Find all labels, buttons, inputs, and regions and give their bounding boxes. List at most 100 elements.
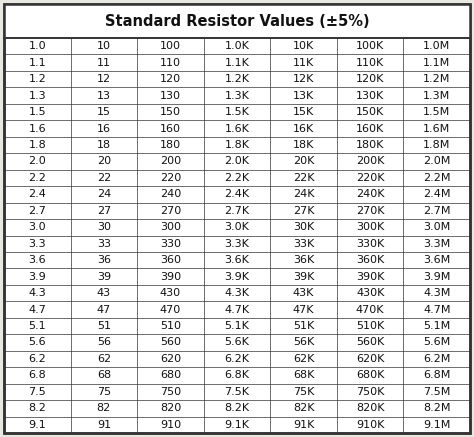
Text: 13: 13 xyxy=(97,90,111,101)
Text: 4.7M: 4.7M xyxy=(423,305,450,315)
Text: 10K: 10K xyxy=(293,41,314,51)
Text: 27K: 27K xyxy=(293,206,314,216)
Text: 62K: 62K xyxy=(293,354,314,364)
Text: 24: 24 xyxy=(97,189,111,199)
Text: 1.6M: 1.6M xyxy=(423,124,450,134)
Text: 5.6K: 5.6K xyxy=(225,337,249,347)
Text: 270K: 270K xyxy=(356,206,384,216)
Text: 6.2M: 6.2M xyxy=(423,354,450,364)
Text: 4.7K: 4.7K xyxy=(224,305,250,315)
Text: 2.7: 2.7 xyxy=(28,206,46,216)
Text: 3.3K: 3.3K xyxy=(225,239,249,249)
Text: 11: 11 xyxy=(97,58,111,68)
Text: 1.5: 1.5 xyxy=(28,107,46,117)
Text: 1.2: 1.2 xyxy=(28,74,46,84)
Text: 68K: 68K xyxy=(293,371,314,380)
Text: 1.1M: 1.1M xyxy=(423,58,450,68)
Text: 22: 22 xyxy=(97,173,111,183)
Text: 3.3M: 3.3M xyxy=(423,239,450,249)
Text: 24K: 24K xyxy=(293,189,314,199)
Text: 75: 75 xyxy=(97,387,111,397)
Text: 56: 56 xyxy=(97,337,111,347)
Text: 330: 330 xyxy=(160,239,181,249)
Text: 3.0: 3.0 xyxy=(28,222,46,232)
Text: 1.6K: 1.6K xyxy=(225,124,249,134)
Text: 36K: 36K xyxy=(293,255,314,265)
Text: 1.2M: 1.2M xyxy=(423,74,450,84)
Text: 430: 430 xyxy=(160,288,181,298)
Text: 820K: 820K xyxy=(356,403,384,413)
Text: 130K: 130K xyxy=(356,90,384,101)
Text: 100: 100 xyxy=(160,41,181,51)
Text: 560: 560 xyxy=(160,337,181,347)
Text: 22K: 22K xyxy=(293,173,314,183)
Text: 430K: 430K xyxy=(356,288,384,298)
Text: 56K: 56K xyxy=(293,337,314,347)
Text: 36: 36 xyxy=(97,255,111,265)
Text: 68: 68 xyxy=(97,371,111,380)
Text: 4.3: 4.3 xyxy=(28,288,46,298)
Text: 4.7: 4.7 xyxy=(28,305,46,315)
Text: 91: 91 xyxy=(97,420,111,430)
Text: 1.5K: 1.5K xyxy=(225,107,249,117)
Bar xyxy=(4,4,470,38)
Text: 2.7K: 2.7K xyxy=(224,206,250,216)
Text: 3.9: 3.9 xyxy=(28,272,46,281)
Text: 6.8: 6.8 xyxy=(28,371,46,380)
Text: 9.1: 9.1 xyxy=(28,420,46,430)
Text: 180: 180 xyxy=(160,140,181,150)
Text: 560K: 560K xyxy=(356,337,384,347)
Text: 110K: 110K xyxy=(356,58,384,68)
Text: 82: 82 xyxy=(97,403,111,413)
Text: 8.2: 8.2 xyxy=(28,403,46,413)
Text: 12K: 12K xyxy=(293,74,314,84)
Text: 51: 51 xyxy=(97,321,111,331)
Text: 8.2M: 8.2M xyxy=(423,403,450,413)
Text: 510: 510 xyxy=(160,321,181,331)
Text: 620: 620 xyxy=(160,354,181,364)
Text: 12: 12 xyxy=(97,74,111,84)
Text: 30K: 30K xyxy=(293,222,314,232)
Text: 5.6M: 5.6M xyxy=(423,337,450,347)
Text: 3.6K: 3.6K xyxy=(225,255,249,265)
Text: 1.0: 1.0 xyxy=(28,41,46,51)
Text: 240K: 240K xyxy=(356,189,384,199)
Text: 750: 750 xyxy=(160,387,181,397)
Text: 300: 300 xyxy=(160,222,181,232)
Text: 4.3M: 4.3M xyxy=(423,288,450,298)
Text: 100K: 100K xyxy=(356,41,384,51)
Text: 3.6: 3.6 xyxy=(28,255,46,265)
Text: 2.0K: 2.0K xyxy=(225,156,249,166)
Text: 51K: 51K xyxy=(293,321,314,331)
Text: 5.6: 5.6 xyxy=(28,337,46,347)
Text: 6.8M: 6.8M xyxy=(423,371,450,380)
Text: 3.0K: 3.0K xyxy=(225,222,249,232)
Text: 2.4M: 2.4M xyxy=(423,189,450,199)
Text: 6.8K: 6.8K xyxy=(225,371,249,380)
Text: 2.4: 2.4 xyxy=(28,189,46,199)
Text: 3.3: 3.3 xyxy=(28,239,46,249)
Text: 3.9K: 3.9K xyxy=(225,272,249,281)
Text: 1.6: 1.6 xyxy=(28,124,46,134)
Text: 20K: 20K xyxy=(293,156,314,166)
Text: 6.2K: 6.2K xyxy=(225,354,249,364)
Text: 240: 240 xyxy=(160,189,181,199)
Text: 360: 360 xyxy=(160,255,181,265)
Text: Standard Resistor Values (±5%): Standard Resistor Values (±5%) xyxy=(105,14,369,28)
Text: 270: 270 xyxy=(160,206,181,216)
Text: 120: 120 xyxy=(160,74,181,84)
Text: 470K: 470K xyxy=(356,305,384,315)
Text: 13K: 13K xyxy=(293,90,314,101)
Text: 18K: 18K xyxy=(293,140,314,150)
Text: 1.2K: 1.2K xyxy=(225,74,249,84)
Text: 120K: 120K xyxy=(356,74,384,84)
Text: 2.0M: 2.0M xyxy=(423,156,450,166)
Text: 91K: 91K xyxy=(293,420,314,430)
Text: 2.7M: 2.7M xyxy=(423,206,450,216)
Text: 390K: 390K xyxy=(356,272,384,281)
Text: 16: 16 xyxy=(97,124,111,134)
Text: 2.0: 2.0 xyxy=(28,156,46,166)
Text: 330K: 330K xyxy=(356,239,384,249)
Text: 1.3K: 1.3K xyxy=(225,90,249,101)
Text: 680K: 680K xyxy=(356,371,384,380)
